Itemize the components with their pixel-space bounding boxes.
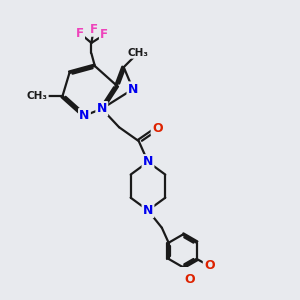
Text: F: F (100, 28, 108, 41)
Text: O: O (184, 273, 195, 286)
Text: O: O (152, 122, 163, 135)
Text: N: N (128, 82, 138, 96)
Text: CH₃: CH₃ (27, 91, 48, 101)
Text: N: N (143, 204, 153, 217)
Text: F: F (76, 27, 84, 40)
Text: CH₃: CH₃ (127, 48, 148, 58)
Text: O: O (204, 259, 214, 272)
Text: F: F (90, 22, 98, 36)
Text: N: N (97, 102, 107, 115)
Text: N: N (79, 109, 90, 122)
Text: N: N (143, 155, 153, 168)
